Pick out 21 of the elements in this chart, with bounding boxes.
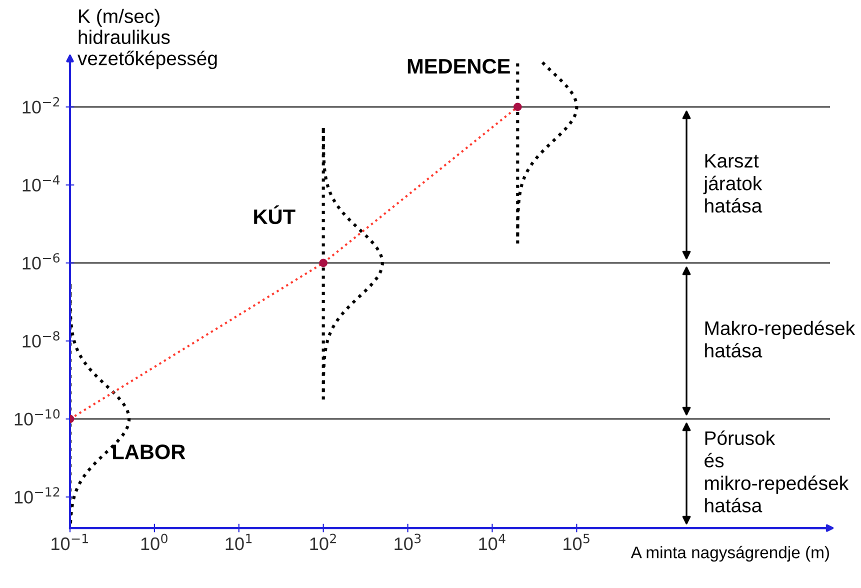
annotation: MEDENCE [408,58,510,74]
annotation: KÚT [254,205,296,224]
x-tick-label: 10$^{0}$ [141,534,168,550]
y-axis-title: K (m/sec) hidraulikus vezetőképesség [78,8,217,70]
x-tick-label: 10$^{2}$ [310,534,336,550]
x-tick-label: 10$^{5}$ [564,534,590,550]
annotation: Pórusok és mikro-repedések hatása [704,430,849,512]
y-tick-label: 10$^{−10}$ [14,409,60,426]
y-tick-label: 10$^{−2}$ [22,97,60,114]
annotation: LABOR [113,444,186,460]
x-tick-label: 10$^{4}$ [479,534,506,550]
y-tick-label: 10$^{−8}$ [22,331,60,348]
x-axis-title: A minta nagyságrendje (m) [630,546,829,562]
x-tick-label: 10$^{−1}$ [52,534,88,550]
annotation: Makro-repedések hatása [705,320,856,358]
annotation: Karszt járatok hatása [703,154,762,213]
x-tick-label: 10$^{1}$ [226,534,252,550]
y-tick-label: 10$^{−6}$ [22,253,60,270]
y-tick-label: 10$^{−12}$ [14,487,60,504]
y-tick-label: 10$^{−4}$ [22,175,60,192]
x-tick-label: 10$^{3}$ [394,534,421,550]
